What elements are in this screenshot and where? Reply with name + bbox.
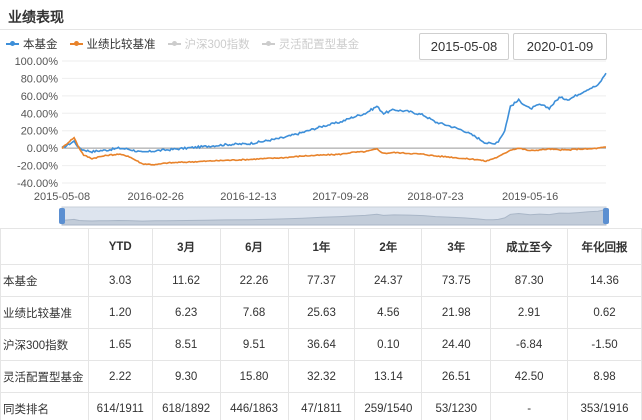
start-date-input[interactable]: 2015-05-08 [419,33,509,60]
table-cell: 2.22 [87,360,153,393]
table-cell: 8.51 [151,328,221,361]
legend-swatch-icon [167,41,181,46]
table-cell: 446/1863 [219,392,289,420]
table-cell: 14.36 [567,264,642,297]
table-cell: 73.75 [421,264,492,297]
range-handle [603,208,609,224]
row-label: 沪深300指数 [0,328,89,361]
table-cell: 1.20 [87,296,153,329]
series-line [61,136,607,166]
row-label: 本基金 [0,264,89,297]
x-tick-label: 2019-05-16 [502,191,558,203]
table-cell: 259/1540 [354,392,423,420]
table-cell: 9.51 [219,328,289,361]
x-tick-label: 2015-05-08 [34,191,90,203]
table-cell: - [490,392,569,420]
table-header-cell: 成立至今 [490,228,569,265]
table-cell: 47/1811 [287,392,356,420]
end-date-input[interactable]: 2020-01-09 [513,33,607,60]
table-cell: -1.50 [567,328,642,361]
table-cell: 22.26 [219,264,289,297]
x-tick-label: 2016-12-13 [220,191,276,203]
row-label: 业绩比较基准 [0,296,89,329]
x-tick-label: 2016-02-26 [128,191,184,203]
table-row: 业绩比较基准 1.20 6.23 7.68 25.63 4.56 21.98 2… [0,296,642,329]
table-cell: 32.32 [287,360,356,393]
table-header-cell: 1年 [287,228,356,265]
legend-item-benchmark[interactable]: 业绩比较基准 [69,36,156,52]
x-tick-label: 2018-07-23 [407,191,463,203]
table-cell: 36.64 [287,328,356,361]
table-header-cell: 6月 [219,228,289,265]
table-cell: 25.63 [287,296,356,329]
table-cell: 7.68 [219,296,289,329]
table-row: 灵活配置型基金 2.22 9.30 15.80 32.32 13.14 26.5… [0,360,642,393]
table-cell: 15.80 [219,360,289,393]
legend-label: 业绩比较基准 [86,39,156,51]
table-cell: 353/1916 [567,392,642,420]
table-header-cell: 年化回报 [567,228,642,265]
y-tick-label: -40.00% [17,178,58,190]
table-cell: 13.14 [354,360,423,393]
legend-item-csi300[interactable]: 沪深300指数 [167,36,250,52]
range-handle [59,208,65,224]
performance-table: YTD 3月 6月 1年 2年 3年 成立至今 年化回报 本基金 3.03 11… [0,228,642,420]
table-cell: 24.40 [421,328,492,361]
table-row: 本基金 3.03 11.62 22.26 77.37 24.37 73.75 8… [0,264,642,297]
table-cell: 21.98 [421,296,492,329]
table-cell: 0.62 [567,296,642,329]
table-cell: 614/1911 [87,392,153,420]
legend-swatch-icon [261,41,275,46]
y-tick-label: 0.00% [27,143,58,155]
table-header-cell [0,228,89,265]
legend-swatch-icon [69,41,83,46]
table-cell: 9.30 [151,360,221,393]
navigator-area [61,208,607,226]
table-cell: 2.91 [490,296,569,329]
table-cell: 53/1230 [421,392,492,420]
table-cell: 4.56 [354,296,423,329]
table-cell: 87.30 [490,264,569,297]
table-header-cell: 3月 [151,228,221,265]
table-row: 沪深300指数 1.65 8.51 9.51 36.64 0.10 24.40 … [0,328,642,361]
legend-label: 灵活配置型基金 [278,39,360,51]
table-cell: 8.98 [567,360,642,393]
section-title: 业绩表现 [8,9,64,25]
chart-legend: 本基金 业绩比较基准 沪深300指数 灵活配置型基金 [0,36,365,52]
performance-line-chart: 100.00% 80.00% 60.00% 40.00% 20.00% 0.00% -20.… [15,56,609,226]
legend-item-fund[interactable]: 本基金 [6,36,58,52]
table-header-cell: 2年 [354,228,423,265]
table-cell: 11.62 [151,264,221,297]
table-cell: 26.51 [421,360,492,393]
y-tick-label: -20.00% [17,161,58,173]
y-tick-label: 20.00% [21,126,59,138]
y-tick-label: 80.00% [21,73,59,85]
table-cell: 0.10 [354,328,423,361]
table-header-cell: 3年 [421,228,492,265]
legend-swatch-icon [6,41,19,46]
y-tick-label: 60.00% [21,91,59,103]
legend-label: 沪深300指数 [184,39,250,51]
table-row: 同类排名 614/1911 618/1892 446/1863 47/1811 … [0,392,642,420]
x-tick-label: 2017-09-28 [312,191,368,203]
table-cell: 1.65 [87,328,153,361]
y-tick-label: 40.00% [21,108,59,120]
table-header-cell: YTD [87,228,153,265]
table-cell: 3.03 [87,264,153,297]
row-label: 同类排名 [0,392,89,420]
legend-label: 本基金 [23,39,58,51]
table-cell: 6.23 [151,296,221,329]
table-header-row: YTD 3月 6月 1年 2年 3年 成立至今 年化回报 [0,228,642,265]
table-cell: 618/1892 [151,392,221,420]
section-header: 业绩表现 [0,0,642,30]
series-line [61,72,607,154]
legend-item-flexible-fund[interactable]: 灵活配置型基金 [261,36,360,52]
table-cell: -6.84 [490,328,569,361]
table-cell: 77.37 [287,264,356,297]
row-label: 灵活配置型基金 [0,360,89,393]
table-cell: 24.37 [354,264,423,297]
y-tick-label: 100.00% [15,56,59,68]
table-cell: 42.50 [490,360,569,393]
